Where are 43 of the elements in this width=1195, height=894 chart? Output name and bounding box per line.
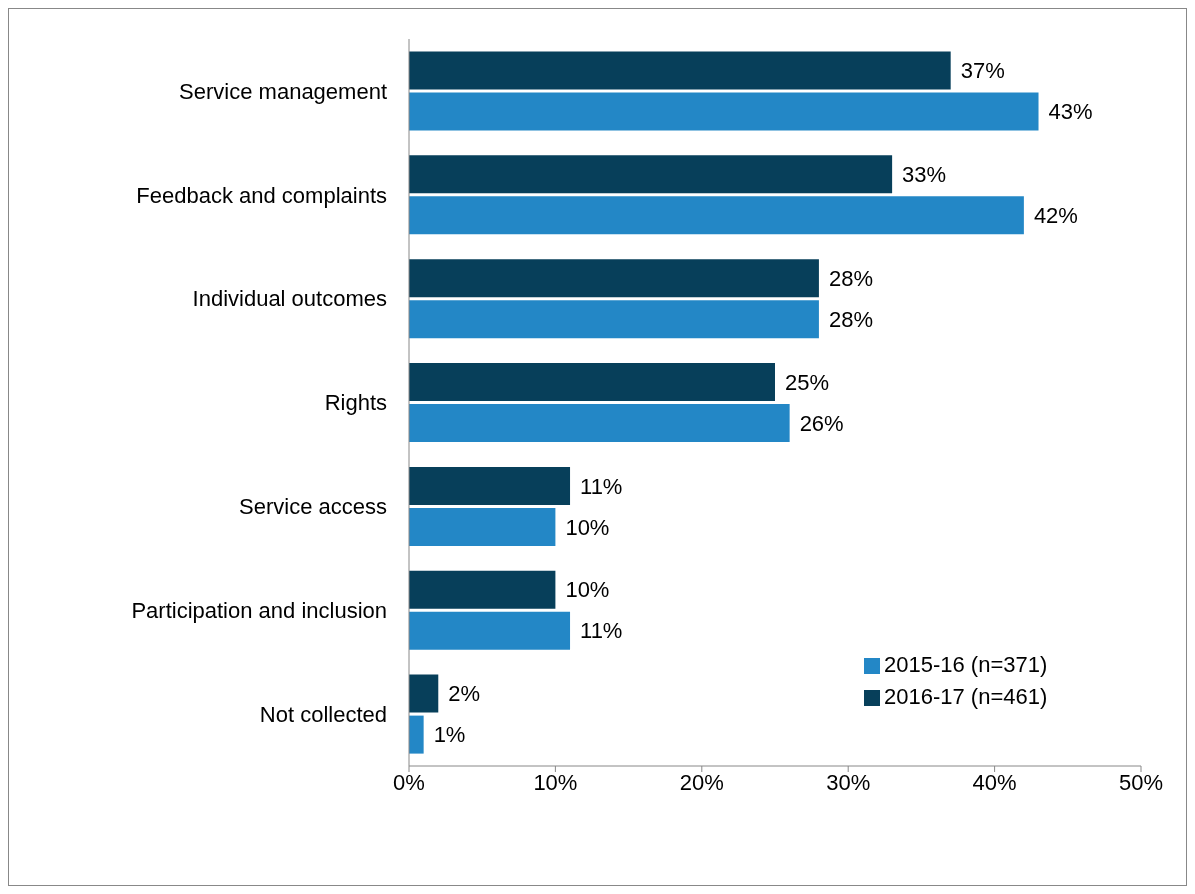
data-label: 11% — [580, 473, 623, 499]
data-label: 2% — [448, 681, 481, 707]
data-label: 43% — [1048, 99, 1093, 125]
data-label: 11% — [580, 618, 623, 644]
y-tick-label: Rights — [324, 390, 387, 416]
data-label: 10% — [565, 514, 610, 540]
data-label: 25% — [785, 369, 830, 395]
bar — [409, 611, 571, 650]
data-label: 26% — [799, 410, 844, 436]
x-tick-label: 20% — [679, 769, 724, 795]
bar — [409, 404, 790, 443]
y-tick-label: Feedback and complaints — [136, 182, 387, 208]
bar — [409, 259, 819, 298]
bar — [409, 196, 1024, 235]
bar — [409, 674, 439, 713]
data-label: 28% — [828, 265, 873, 291]
y-tick-label: Service access — [239, 494, 387, 520]
data-label: 1% — [433, 722, 466, 748]
bar — [409, 466, 571, 505]
data-label: 10% — [565, 577, 610, 603]
y-tick-label: Not collected — [259, 701, 387, 727]
x-tick-label: 0% — [393, 769, 425, 795]
x-tick-label: 50% — [1118, 769, 1164, 795]
bar — [409, 300, 819, 339]
bar — [409, 92, 1039, 131]
data-label: 42% — [1033, 203, 1078, 229]
data-label: 33% — [902, 162, 947, 188]
y-tick-label: Individual outcomes — [192, 286, 387, 312]
y-tick-label: Service management — [179, 78, 387, 104]
legend-label: 2015-16 (n=371) — [884, 652, 1048, 677]
y-tick-label: Participation and inclusion — [131, 598, 387, 624]
bar — [409, 363, 775, 402]
legend-label: 2016-17 (n=461) — [884, 684, 1048, 709]
bar — [409, 51, 951, 90]
x-tick-label: 40% — [972, 769, 1017, 795]
x-tick-label: 30% — [826, 769, 871, 795]
data-label: 28% — [828, 306, 873, 332]
bar — [409, 570, 556, 609]
x-tick-label: 10% — [533, 769, 578, 795]
data-label: 37% — [960, 58, 1005, 84]
bar — [409, 507, 556, 546]
bar — [409, 715, 424, 754]
bar — [409, 155, 893, 194]
